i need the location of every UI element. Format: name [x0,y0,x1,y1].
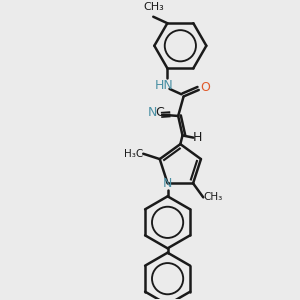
Text: O: O [200,81,210,94]
Text: H: H [193,131,202,144]
Text: C: C [155,106,164,119]
Text: H₃C: H₃C [124,149,143,159]
Text: HN: HN [155,79,173,92]
Text: CH₃: CH₃ [143,2,164,12]
Text: N: N [163,177,172,190]
Text: N: N [148,106,157,119]
Text: CH₃: CH₃ [203,192,223,202]
